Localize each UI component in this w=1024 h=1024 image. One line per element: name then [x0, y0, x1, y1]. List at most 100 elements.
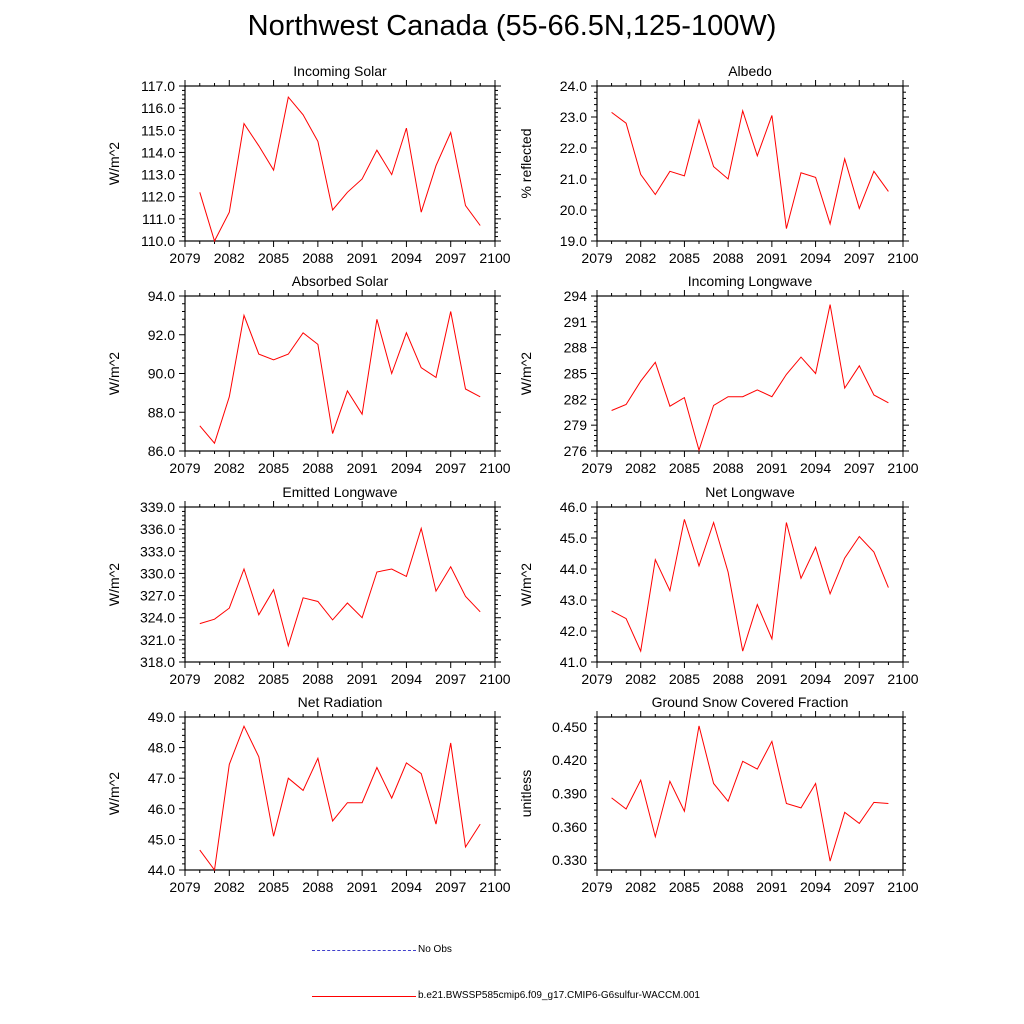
panel-3-ytick-label: 282	[564, 391, 588, 407]
panel-0-ytick-label: 110.0	[141, 233, 175, 249]
panel-3-ytick-label: 285	[564, 366, 588, 382]
panel-7-xtick-label: 2085	[669, 879, 700, 895]
panel-4-ytick-label: 318.0	[140, 654, 175, 670]
panel-2-xtick-label: 2097	[435, 460, 466, 476]
panel-1-ytick-label: 19.0	[560, 233, 587, 249]
panel-6-ytick-label: 45.0	[148, 831, 175, 847]
panel-0-xtick-label: 2079	[169, 250, 200, 266]
panel-0-series-line	[199, 95, 481, 243]
panel-6-ytick-label: 46.0	[148, 801, 175, 817]
panel-1-ytick-label: 22.0	[560, 140, 587, 156]
panel-4-xtick-label: 2100	[479, 671, 510, 687]
panel-6-xtick-label: 2097	[435, 879, 466, 895]
panel-7-frame	[596, 716, 904, 871]
panel-4-ytick-label: 330.0	[140, 565, 175, 581]
panel-4-title: Emitted Longwave	[282, 484, 397, 500]
panel-6-xtick-label: 2100	[479, 879, 510, 895]
panel-1-ylabel: % reflected	[518, 128, 534, 198]
panel-7-ytick-label: 0.450	[552, 719, 587, 735]
panel-4-ylabel: W/m^2	[106, 563, 122, 606]
panel-5-xtick-label: 2091	[756, 671, 787, 687]
panel-1-frame	[596, 85, 904, 242]
panel-2-xtick-label: 2082	[214, 460, 245, 476]
panel-7-xtick-label: 2079	[581, 879, 612, 895]
panel-3-title: Incoming Longwave	[688, 273, 813, 289]
panel-6-ytick-label: 48.0	[148, 740, 175, 756]
panel-2-ylabel: W/m^2	[106, 352, 122, 395]
panel-4-xtick-label: 2079	[169, 671, 200, 687]
panel-7-ytick-label: 0.360	[552, 819, 587, 835]
panel-0-xtick-label: 2091	[347, 250, 378, 266]
panel-6-xtick-label: 2094	[391, 879, 422, 895]
panel-0-ytick-label: 115.0	[141, 122, 175, 138]
panel-5-series-line	[611, 519, 889, 653]
panel-3-xtick-label: 2088	[713, 460, 744, 476]
panel-0-ytick-label: 112.0	[141, 189, 175, 205]
panel-1-xtick-label: 2091	[756, 250, 787, 266]
panel-2-xtick-label: 2088	[302, 460, 333, 476]
panel-5-ytick-label: 44.0	[560, 561, 587, 577]
panel-3-ytick-label: 276	[564, 443, 588, 459]
panel-6-ylabel: W/m^2	[106, 772, 122, 815]
panel-1-xtick-label: 2082	[625, 250, 656, 266]
panel-7-ylabel: unitless	[518, 770, 534, 817]
panel-7-ytick-label: 0.330	[552, 852, 587, 868]
panel-3-frame	[596, 295, 904, 452]
panel-0-ytick-label: 117.0	[141, 78, 175, 94]
panel-6-title: Net Radiation	[298, 694, 383, 710]
panel-5-ytick-label: 41.0	[560, 654, 587, 670]
panel-6-xtick-label: 2091	[347, 879, 378, 895]
panel-3-series-line	[611, 304, 889, 452]
panel-1-title: Albedo	[728, 63, 772, 79]
panel-1-series-line	[611, 108, 889, 229]
panel-2-title: Absorbed Solar	[292, 273, 389, 289]
panel-4-ytick-label: 321.0	[140, 632, 175, 648]
panel-4-ytick-label: 327.0	[140, 588, 175, 604]
panel-0-ytick-label: 116.0	[141, 100, 175, 116]
panel-4-xtick-label: 2091	[347, 671, 378, 687]
panel-2-ytick-label: 92.0	[148, 327, 175, 343]
panel-5-frame	[596, 506, 904, 663]
panel-2-xtick-label: 2091	[347, 460, 378, 476]
panel-1-ytick-label: 23.0	[560, 109, 587, 125]
panel-4-frame	[184, 506, 496, 663]
panel-0-xtick-label: 2094	[391, 250, 422, 266]
legend-obs-label: No Obs	[418, 944, 452, 955]
panel-0-ytick-label: 111.0	[142, 211, 175, 227]
panel-3-ytick-label: 279	[564, 417, 588, 433]
figure-title: Northwest Canada (55-66.5N,125-100W)	[247, 10, 777, 42]
panel-0-xtick-label: 2082	[214, 250, 245, 266]
panel-3-ytick-label: 291	[564, 314, 588, 330]
panel-6-xtick-label: 2082	[214, 879, 245, 895]
panel-5-xtick-label: 2079	[581, 671, 612, 687]
panel-0-xtick-label: 2088	[302, 250, 333, 266]
panel-0-xtick-label: 2100	[479, 250, 510, 266]
panel-2-xtick-label: 2079	[169, 460, 200, 476]
panel-5-title: Net Longwave	[705, 484, 795, 500]
panel-2-ytick-label: 94.0	[148, 288, 175, 304]
panel-7-xtick-label: 2082	[625, 879, 656, 895]
panel-3-xtick-label: 2082	[625, 460, 656, 476]
panel-4-ytick-label: 339.0	[140, 499, 175, 515]
panel-0-xtick-label: 2097	[435, 250, 466, 266]
panel-2-xtick-label: 2100	[479, 460, 510, 476]
panel-5-xtick-label: 2097	[844, 671, 875, 687]
panel-5-xtick-label: 2088	[713, 671, 744, 687]
panel-0-xtick-label: 2085	[258, 250, 289, 266]
panel-1-xtick-label: 2079	[581, 250, 612, 266]
panel-5-ylabel: W/m^2	[518, 563, 534, 606]
panel-5-xtick-label: 2085	[669, 671, 700, 687]
panel-3-ytick-label: 294	[564, 288, 588, 304]
panel-5-xtick-label: 2100	[887, 671, 918, 687]
panel-3-ytick-label: 288	[564, 340, 588, 356]
panel-1-xtick-label: 2085	[669, 250, 700, 266]
panel-4-ytick-label: 336.0	[140, 521, 175, 537]
panel-6-xtick-label: 2085	[258, 879, 289, 895]
legend-obs-line	[312, 950, 416, 951]
panel-7-xtick-label: 2091	[756, 879, 787, 895]
panel-0-ytick-label: 113.0	[141, 167, 175, 183]
panel-1-xtick-label: 2088	[713, 250, 744, 266]
panel-6-frame	[184, 716, 496, 871]
panel-6-series-line	[199, 724, 481, 872]
